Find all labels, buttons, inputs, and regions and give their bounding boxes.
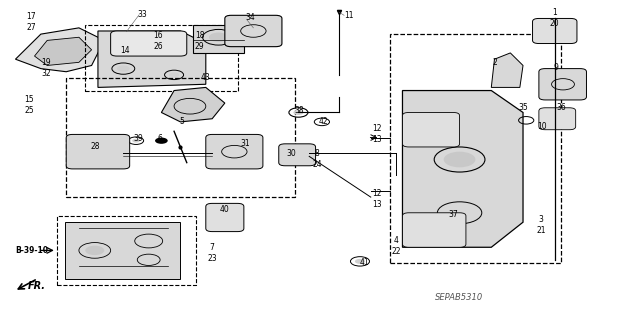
Text: 8: 8 <box>314 149 319 158</box>
Text: 14: 14 <box>120 46 130 55</box>
Bar <box>85 25 237 91</box>
FancyBboxPatch shape <box>403 113 460 147</box>
Text: 22: 22 <box>392 248 401 256</box>
FancyBboxPatch shape <box>403 213 466 247</box>
Text: 2: 2 <box>492 58 497 67</box>
Text: 40: 40 <box>220 205 230 214</box>
Text: 10: 10 <box>537 122 547 131</box>
Bar <box>66 78 294 197</box>
Text: 6: 6 <box>157 134 163 143</box>
Text: 19: 19 <box>41 58 51 67</box>
Text: 32: 32 <box>41 69 51 78</box>
Polygon shape <box>98 31 206 87</box>
Circle shape <box>209 33 228 42</box>
Text: 29: 29 <box>195 42 204 51</box>
Text: 42: 42 <box>318 117 328 126</box>
Text: 33: 33 <box>138 10 147 19</box>
FancyBboxPatch shape <box>66 134 130 169</box>
Text: 23: 23 <box>207 254 217 263</box>
Circle shape <box>117 65 130 72</box>
Text: 34: 34 <box>245 13 255 22</box>
Polygon shape <box>15 28 104 72</box>
Text: 16: 16 <box>154 31 163 40</box>
Circle shape <box>85 246 104 255</box>
Circle shape <box>132 139 140 143</box>
Text: 41: 41 <box>360 258 369 267</box>
Polygon shape <box>65 222 180 278</box>
Text: 17: 17 <box>26 12 36 21</box>
FancyBboxPatch shape <box>539 69 586 100</box>
Text: 30: 30 <box>287 149 296 158</box>
Text: SEPAB5310: SEPAB5310 <box>435 293 484 302</box>
Text: 18: 18 <box>195 31 204 40</box>
Polygon shape <box>35 37 92 65</box>
Text: 1: 1 <box>552 8 557 17</box>
Text: 5: 5 <box>179 117 184 126</box>
Text: 9: 9 <box>554 63 559 71</box>
Text: 31: 31 <box>241 139 250 148</box>
Text: 35: 35 <box>518 103 528 112</box>
FancyBboxPatch shape <box>225 15 282 47</box>
Text: 12: 12 <box>372 124 382 133</box>
Text: 15: 15 <box>24 95 34 104</box>
FancyBboxPatch shape <box>532 19 577 43</box>
Text: 43: 43 <box>201 73 211 82</box>
Text: B-39-10: B-39-10 <box>15 246 49 255</box>
Text: 13: 13 <box>372 200 382 210</box>
Text: 25: 25 <box>24 107 34 115</box>
Circle shape <box>293 110 303 115</box>
Text: 24: 24 <box>312 160 322 169</box>
Bar <box>390 34 561 263</box>
Text: 3: 3 <box>538 215 543 224</box>
Text: 7: 7 <box>210 243 214 252</box>
Polygon shape <box>98 41 148 62</box>
Text: 37: 37 <box>449 210 458 219</box>
Text: 12: 12 <box>372 189 382 198</box>
Text: 27: 27 <box>26 23 36 32</box>
Text: 28: 28 <box>90 143 100 152</box>
Text: 39: 39 <box>133 134 143 143</box>
Text: 26: 26 <box>154 42 163 51</box>
FancyBboxPatch shape <box>206 134 263 169</box>
Circle shape <box>355 259 365 264</box>
Polygon shape <box>193 25 244 53</box>
FancyBboxPatch shape <box>111 31 187 56</box>
Circle shape <box>444 152 476 167</box>
Circle shape <box>169 72 179 78</box>
Text: 38: 38 <box>295 107 305 115</box>
Text: 11: 11 <box>344 11 353 20</box>
Bar <box>57 216 196 285</box>
Polygon shape <box>161 87 225 122</box>
Text: 21: 21 <box>536 226 545 234</box>
Text: 4: 4 <box>394 236 399 246</box>
Polygon shape <box>403 91 523 247</box>
Text: 13: 13 <box>372 135 382 144</box>
Polygon shape <box>492 53 523 87</box>
Text: 36: 36 <box>556 103 566 112</box>
Text: FR.: FR. <box>28 281 46 292</box>
FancyBboxPatch shape <box>539 108 576 130</box>
FancyBboxPatch shape <box>279 144 316 166</box>
FancyBboxPatch shape <box>206 204 244 232</box>
Circle shape <box>155 137 168 144</box>
Text: 20: 20 <box>550 19 559 28</box>
